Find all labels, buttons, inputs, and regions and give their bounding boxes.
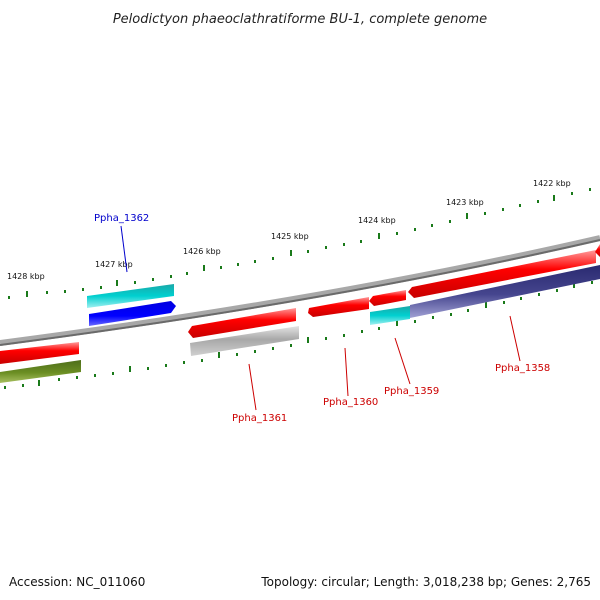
gene-ppha-1361-feature[interactable] — [188, 308, 296, 338]
gene-forward-feature-1[interactable] — [308, 297, 369, 317]
gene-feature-left-red[interactable] — [0, 342, 79, 364]
scale-label-1428: 1428 kbp — [7, 272, 45, 281]
inner-scale-ticks — [4, 281, 593, 389]
gene-label-ppha-1362[interactable]: Ppha_1362 — [94, 213, 149, 224]
scale-label-1423: 1423 kbp — [446, 198, 484, 207]
accession-text: Accession: NC_011060 — [9, 575, 145, 589]
scale-label-1427: 1427 kbp — [95, 260, 133, 269]
gene-ppha-1359-feature[interactable] — [370, 306, 410, 325]
gene-forward-feature-3[interactable] — [408, 250, 596, 298]
callout-line-ppha-1358 — [509, 315, 521, 362]
scale-label-1426: 1426 kbp — [183, 247, 221, 256]
gene-forward-feature-2[interactable] — [369, 290, 406, 306]
callout-line-ppha-1361 — [248, 363, 257, 411]
genome-summary-text: Topology: circular; Length: 3,018,238 bp… — [260, 575, 591, 589]
scale-label-1424: 1424 kbp — [358, 216, 396, 225]
gene-ppha-1362-feature[interactable] — [87, 284, 174, 308]
gene-label-ppha-1361[interactable]: Ppha_1361 — [232, 413, 287, 424]
callout-line-ppha-1360 — [344, 347, 349, 397]
gene-feature-gray[interactable] — [190, 326, 299, 356]
scale-label-1422: 1422 kbp — [533, 179, 571, 188]
callout-line-ppha-1362 — [120, 225, 128, 273]
gene-feature-left-olive[interactable] — [0, 360, 81, 383]
scale-label-1425: 1425 kbp — [271, 232, 309, 241]
gene-label-ppha-1358[interactable]: Ppha_1358 — [495, 363, 550, 374]
callout-line-ppha-1359 — [394, 337, 411, 385]
genome-title: Pelodictyon phaeoclathratiforme BU-1, co… — [113, 12, 487, 27]
genome-backbone — [0, 235, 600, 346]
gene-forward-feature-edge[interactable] — [595, 244, 600, 257]
outer-scale-ticks — [8, 188, 591, 299]
genome-backbone-shade — [0, 239, 600, 346]
gene-ppha-1358-feature[interactable] — [410, 265, 600, 318]
gene-label-ppha-1360[interactable]: Ppha_1360 — [323, 397, 378, 408]
gene-label-ppha-1359[interactable]: Ppha_1359 — [384, 386, 439, 397]
gene-feature-blue[interactable] — [89, 301, 176, 326]
